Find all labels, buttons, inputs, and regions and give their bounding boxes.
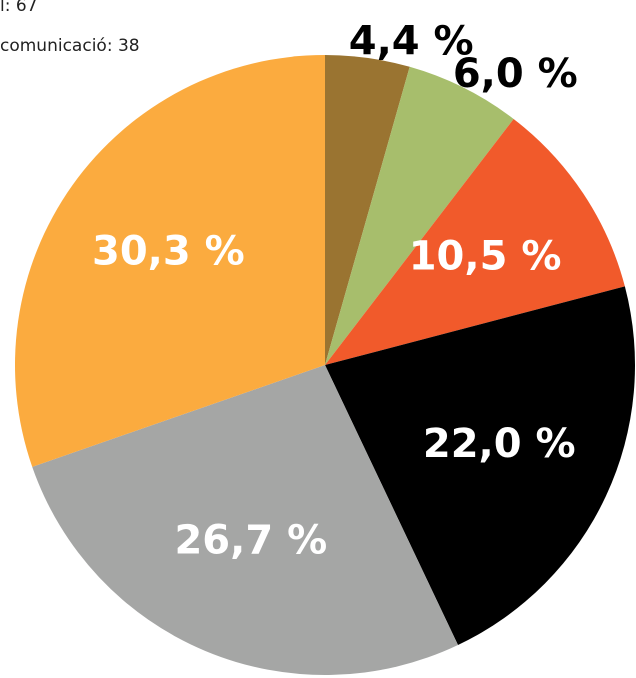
data-label: 26,7 % <box>174 517 327 563</box>
pie-slice <box>325 118 625 365</box>
data-label: 10,5 % <box>409 234 562 280</box>
pie-slice <box>325 286 635 646</box>
pie-slice <box>14 55 326 467</box>
data-label: 22,0 % <box>423 421 576 467</box>
data-label: 30,3 % <box>92 229 245 275</box>
annotation: comunicació: 38 <box>0 36 140 56</box>
pie-slice <box>325 66 514 365</box>
annotation: l: 67 <box>0 0 38 16</box>
pie-slice <box>325 55 410 365</box>
data-label: 4,4 % <box>349 18 474 64</box>
pie-slice <box>32 365 458 675</box>
data-label: 6,0 % <box>453 51 578 97</box>
